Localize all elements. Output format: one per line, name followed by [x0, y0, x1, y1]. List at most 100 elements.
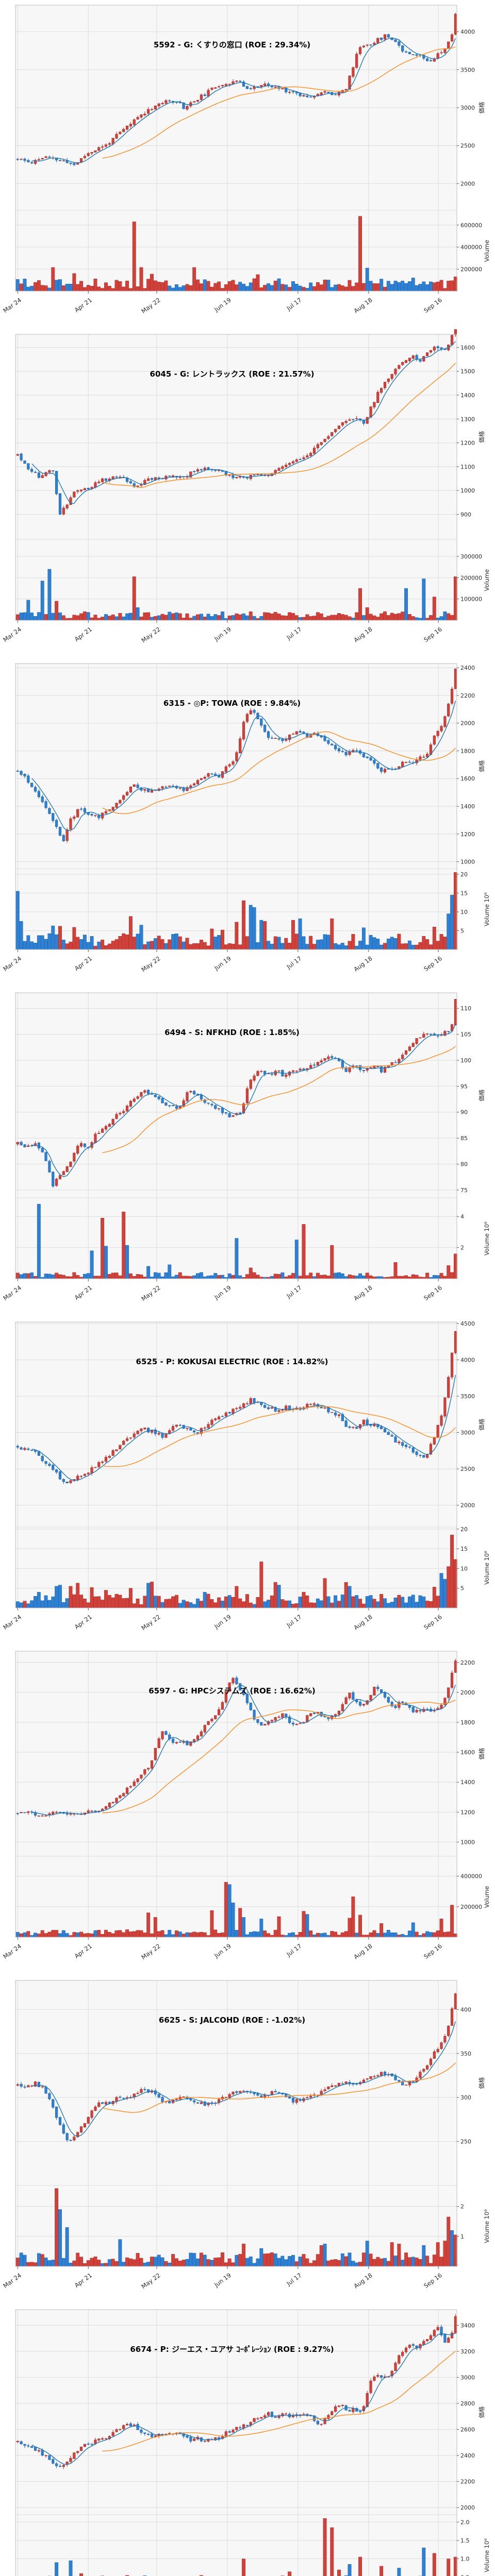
- candle-body: [90, 2444, 93, 2445]
- candle-body: [398, 1442, 401, 1444]
- date-tick-label: Jul 17: [285, 1284, 303, 1300]
- volume-bar: [86, 942, 90, 950]
- volume-bar: [136, 2253, 140, 2267]
- candle-body: [83, 2444, 86, 2447]
- volume-bar: [270, 1596, 274, 1608]
- candle-body: [168, 100, 171, 101]
- volume-bar: [447, 1931, 451, 1938]
- candle-body: [193, 471, 196, 472]
- volume-bar: [334, 284, 338, 292]
- chart-title: 6625 - S: JALCOHD (ROE : -1.02%): [159, 2015, 305, 2025]
- candle-body: [20, 1447, 23, 1450]
- volume-bar: [107, 616, 111, 621]
- volume-bar: [439, 1273, 443, 1279]
- volume-bar: [294, 2261, 299, 2267]
- candle-body: [23, 1144, 26, 1147]
- volume-bar: [65, 1276, 69, 1279]
- volume-bar: [337, 1272, 341, 1279]
- candle-body: [302, 457, 305, 460]
- stock-chart-6315: 1000 1200 1400 1600 1800 2000 2200 2400 5 10 15 20 M…: [0, 658, 495, 988]
- ma-short-line: [31, 1375, 456, 1481]
- candle-body: [207, 1721, 210, 1725]
- candle-body: [175, 1106, 178, 1109]
- candle-body: [48, 808, 51, 814]
- candle-body: [189, 1741, 192, 1746]
- volume-bar: [61, 1602, 65, 1608]
- volume-bar: [51, 1930, 55, 1938]
- volume-bar: [97, 618, 101, 621]
- volume-bar: [150, 617, 154, 621]
- candle-body: [48, 2093, 51, 2099]
- volume-bar: [196, 1273, 200, 1279]
- volume-bar: [69, 2560, 73, 2576]
- volume-bar: [23, 1601, 27, 1608]
- candle-body: [16, 2084, 19, 2086]
- volume-bar: [143, 288, 147, 292]
- candle-body: [419, 756, 422, 760]
- candle-body: [369, 757, 372, 760]
- candle-body: [312, 1713, 316, 1714]
- volume-bar: [450, 1272, 454, 1279]
- volume-bar: [19, 921, 23, 950]
- volume-bar: [217, 935, 221, 950]
- volume-bar: [235, 1238, 239, 1279]
- volume-bar: [407, 1276, 411, 1279]
- candle-body: [41, 475, 44, 478]
- candle-body: [115, 1114, 118, 1119]
- candle-body: [133, 483, 136, 487]
- volume-bar: [397, 934, 401, 950]
- volume-bar: [224, 618, 228, 621]
- candle-body: [369, 406, 372, 418]
- volume-bar: [153, 2257, 157, 2267]
- volume-bar: [288, 287, 292, 292]
- volume-tick-label: 200000: [460, 1904, 482, 1910]
- volume-bar: [340, 285, 344, 292]
- candle-body: [450, 335, 454, 345]
- volume-bar: [270, 285, 274, 292]
- candle-body: [200, 1428, 203, 1434]
- volume-bar: [358, 941, 362, 950]
- volume-bar: [401, 2260, 405, 2267]
- candle-body: [44, 1461, 47, 1464]
- volume-bar: [210, 928, 214, 950]
- candle-body: [436, 53, 439, 59]
- plot-background: [15, 1651, 457, 1937]
- volume-bar: [238, 1275, 242, 1279]
- candle-body: [327, 1056, 330, 1059]
- volume-bar: [256, 274, 260, 292]
- candle-body: [55, 2107, 58, 2118]
- candle-body: [306, 2097, 309, 2098]
- date-tick-label: Apr 21: [73, 296, 93, 314]
- candle-body: [447, 41, 450, 49]
- volume-bars-layer: [47, 2518, 457, 2576]
- volume-bar: [15, 1932, 20, 1938]
- volume-bar: [199, 1601, 203, 1608]
- candle-body: [235, 2427, 238, 2430]
- volume-bar: [326, 2260, 331, 2267]
- candle-body: [260, 474, 263, 476]
- volume-bar: [182, 618, 186, 621]
- candle-body: [108, 1803, 111, 1807]
- volume-bar: [157, 936, 161, 950]
- candle-body: [65, 829, 69, 841]
- candle-body: [436, 1425, 439, 1438]
- volume-bar: [436, 1596, 440, 1608]
- volume-bar: [47, 1274, 52, 1279]
- volume-bar: [348, 1586, 352, 1608]
- volume-bar: [118, 1275, 122, 1279]
- candle-body: [147, 1428, 150, 1433]
- candle-body: [218, 1709, 221, 1716]
- candle-body: [323, 438, 326, 443]
- plot-border: [15, 663, 457, 950]
- candle-body: [394, 2076, 397, 2080]
- volume-bar: [312, 1276, 316, 1279]
- price-tick-label: 2600: [460, 2426, 475, 2433]
- candle-body: [125, 792, 129, 795]
- volume-bar: [358, 588, 362, 621]
- date-tick-label: Aug 18: [352, 2272, 373, 2290]
- volume-bar: [206, 2259, 210, 2267]
- candle-body: [426, 58, 429, 61]
- volume-bar: [128, 288, 133, 292]
- candle-body: [277, 468, 280, 471]
- candle-body: [154, 2090, 157, 2095]
